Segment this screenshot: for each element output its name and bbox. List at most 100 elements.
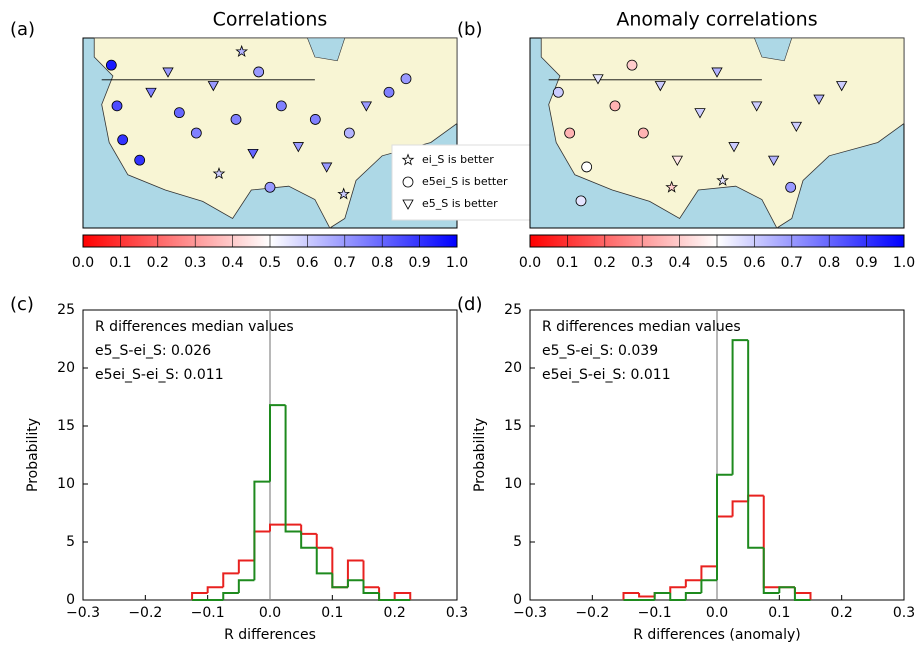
station-marker [337,187,351,200]
panel-label: (c) [10,294,34,315]
lake [306,37,346,62]
colorbar-tick-label: 0.0 [72,255,94,271]
station-marker [694,108,706,119]
histogram-step [206,586,224,594]
histogram-step [778,586,795,594]
colorbar-tick-label: 1.0 [446,255,468,271]
histogram-step [269,523,286,532]
colorbar-tick-label: 0.4 [221,255,243,271]
legend-label: ei_S is better [422,153,494,166]
station-marker [626,59,638,71]
y-tick-label: 20 [504,360,522,376]
panel-label: (a) [10,19,35,40]
histogram-step [362,580,380,595]
x-tick-label: −0.2 [128,605,162,621]
panel-label: (d) [457,294,482,315]
histogram-step [253,480,270,581]
histogram-step [222,592,239,600]
station-marker [835,81,848,92]
colorbar-tick-label: 0.9 [855,255,877,271]
station-marker [671,155,684,166]
colorbar-tick-label: 0.3 [184,255,206,271]
histogram-step [284,405,302,533]
x-tick-label: 0.3 [893,605,915,621]
colorbar-tick-label: 0.2 [147,255,169,271]
histogram-step [346,559,364,588]
station-marker [207,81,220,92]
station-marker [190,127,202,139]
legend-label: e5ei_S is better [422,175,508,188]
y-tick-label: 20 [57,360,75,376]
histogram-step [684,592,702,600]
station-marker [230,114,242,125]
histogram-step [731,500,749,517]
histogram-step [700,565,717,581]
station-marker [750,101,763,112]
station-marker [117,134,129,146]
y-tick-label: 10 [57,476,75,492]
histogram-step [747,340,764,549]
station-marker [105,59,117,71]
y-tick-label: 25 [504,302,522,318]
x-tick-label: 0.0 [259,605,281,621]
station-marker [785,181,797,193]
station-marker [552,86,564,98]
histogram-step [331,573,348,589]
x-axis-label: R differences (anomaly) [633,627,801,643]
x-tick-label: 0.3 [446,605,468,621]
x-tick-label: −0.1 [191,605,225,621]
histogram-step [237,579,255,594]
y-tick-label: 15 [504,418,522,434]
histogram-step [669,593,686,601]
colorbar-tick-label: 0.8 [371,255,393,271]
x-tick-label: 0.1 [768,605,790,621]
station-marker [212,167,226,180]
histogram-step [393,592,412,600]
station-marker [665,180,679,193]
station-marker [728,142,740,153]
histogram-step [191,592,208,600]
histogram-step [716,473,733,581]
station-marker [767,155,780,166]
y-tick-label: 0 [66,592,75,608]
station-marker [383,86,395,98]
colorbar-tick-label: 0.6 [743,255,765,271]
station-marker [637,127,649,139]
histogram-step [638,593,655,598]
station-marker [360,101,373,112]
y-tick-label: 15 [57,418,75,434]
histogram-step [684,579,702,588]
station-marker [145,87,157,99]
station-marker [134,154,146,166]
histogram-step [362,560,380,589]
colorbar-tick-label: 0.5 [706,255,728,271]
histogram-step [222,572,239,588]
colorbar-tick-label: 0.8 [818,255,840,271]
histogram-step [700,579,717,594]
station-marker [564,127,576,139]
histogram-step [237,559,255,574]
colorbar-tick-label: 0.5 [259,255,281,271]
histogram-step [315,533,333,549]
colorbar-tick-label: 0.7 [781,255,803,271]
colorbar-tick-label: 0.9 [408,255,430,271]
station-marker [320,162,333,173]
colorbar-tick-label: 0.1 [109,255,131,271]
x-tick-label: 0.1 [321,605,343,621]
station-marker [609,100,621,112]
station-marker [235,44,249,57]
station-marker [292,142,305,153]
y-axis-label: Probability [472,418,488,492]
y-tick-label: 5 [66,534,75,550]
histogram-step [793,587,811,601]
map-title: Anomaly correlations [616,9,817,31]
station-marker [592,74,604,85]
station-marker [401,153,415,166]
y-tick-label: 5 [513,534,522,550]
station-marker [400,73,412,85]
histogram-step [731,339,749,475]
legend-box [391,144,554,221]
x-tick-label: 0.2 [831,605,853,621]
annotation-line: e5ei_S-ei_S: 0.011 [95,367,224,383]
station-marker [247,148,259,160]
